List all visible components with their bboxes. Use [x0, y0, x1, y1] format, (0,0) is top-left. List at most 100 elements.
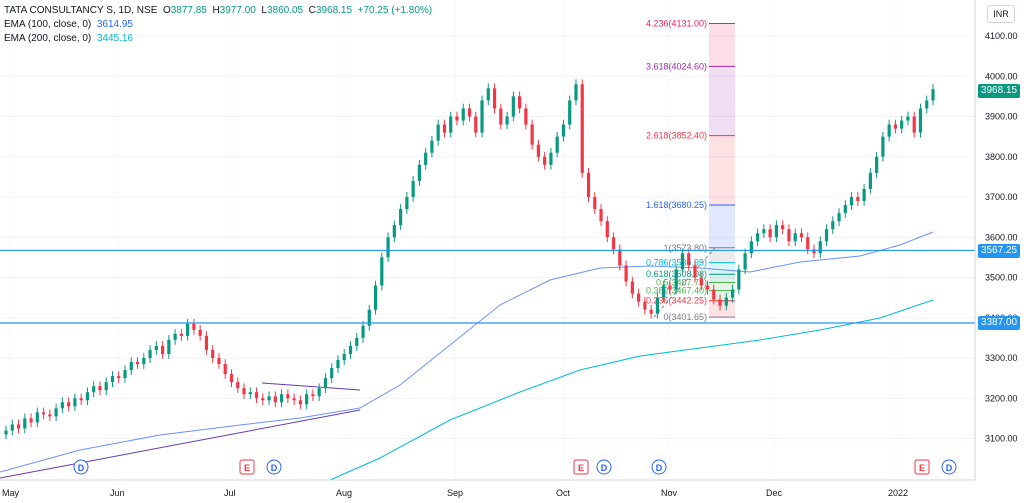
candle	[330, 363, 334, 383]
candle	[104, 377, 108, 396]
candle	[342, 349, 346, 365]
candle	[29, 413, 33, 428]
fib-level-label: 4.236(4131.00)	[646, 19, 707, 29]
svg-text:D: D	[271, 463, 278, 473]
candle	[449, 111, 453, 138]
fibonacci-extension[interactable]: 4.236(4131.00) 3.618(4024.60) 2.618(3852.4…	[646, 19, 735, 323]
fib-zone	[709, 282, 735, 291]
candle	[925, 95, 929, 114]
hline-upper-tag: 3567.25	[978, 244, 1020, 258]
fib-level-label: 0.5(3487.73)	[656, 277, 707, 287]
ema100-label: EMA (100, close, 0)	[4, 19, 92, 30]
fib-zone	[709, 23, 735, 67]
horizontal-lines[interactable]	[0, 249, 975, 324]
ema200-value: 3445.16	[96, 33, 133, 44]
earnings-marker-icon[interactable]: E	[914, 459, 930, 475]
dividend-marker-icon[interactable]: D	[941, 459, 957, 475]
candle	[79, 393, 83, 406]
open-label: O	[162, 5, 171, 16]
fib-zone	[709, 262, 735, 275]
fib-zone	[709, 247, 735, 263]
candle	[41, 407, 46, 420]
candle	[561, 119, 566, 142]
candle	[373, 280, 378, 315]
candle	[242, 383, 246, 400]
trendline-support[interactable]	[0, 409, 361, 479]
candle	[311, 389, 315, 402]
fib-level-label: 1.618(3680.25)	[646, 200, 707, 210]
low-value: 3860.05	[266, 5, 304, 16]
candle	[292, 393, 296, 406]
candle	[367, 304, 371, 331]
candle	[110, 371, 115, 387]
candle	[273, 391, 277, 408]
fib-level-label: 0(3401.65)	[663, 312, 707, 322]
candle	[480, 95, 484, 138]
price-tick-label: 4000.00	[985, 71, 1018, 81]
candle	[424, 147, 428, 170]
candle	[10, 419, 14, 436]
close-value: 3968.15	[315, 5, 353, 16]
candle	[286, 389, 290, 404]
candle	[743, 248, 747, 275]
candle	[737, 264, 741, 295]
dividend-marker-icon[interactable]: D	[266, 459, 282, 475]
grid	[0, 35, 975, 439]
candle	[618, 244, 622, 271]
candle	[680, 248, 685, 275]
candle	[67, 397, 71, 412]
symbol-row: TATA CONSULTANCY S, 1D, NSE O3877.85 H39…	[4, 4, 432, 18]
candle	[248, 387, 252, 400]
indicator-ema100[interactable]: EMA (100, close, 0) 3614.95	[4, 18, 432, 32]
candle	[605, 216, 609, 243]
symbol-name[interactable]: TATA CONSULTANCY S, 1D, NSE	[4, 5, 158, 16]
candle	[730, 284, 735, 303]
dividend-marker-icon[interactable]: D	[73, 459, 89, 475]
candle	[305, 389, 309, 410]
fib-zone	[709, 300, 735, 318]
candle	[92, 381, 96, 398]
dividend-marker-icon[interactable]: D	[596, 459, 612, 475]
candle	[4, 425, 8, 440]
candle	[229, 369, 234, 387]
price-tick-label: 3200.00	[985, 393, 1018, 403]
candle	[154, 341, 158, 355]
candle	[674, 264, 678, 295]
currency-button[interactable]: INR	[987, 5, 1015, 23]
svg-text:D: D	[78, 463, 85, 473]
candle	[160, 341, 165, 359]
price-tick-label: 4100.00	[985, 31, 1018, 41]
candle	[261, 393, 265, 406]
high-label: H	[212, 5, 220, 16]
candle	[843, 200, 847, 218]
candle	[724, 292, 728, 311]
candle	[254, 387, 259, 404]
candle	[167, 335, 171, 359]
low-label: L	[261, 5, 267, 16]
candle	[405, 192, 409, 214]
trendline-resistance[interactable]	[261, 382, 361, 391]
candle	[129, 357, 133, 375]
candle	[655, 292, 660, 319]
candle	[505, 111, 509, 130]
indicator-ema200[interactable]: EMA (200, close, 0) 3445.16	[4, 32, 432, 46]
fib-level-label: 0.786(3536.95)	[646, 258, 707, 268]
candle	[135, 357, 140, 369]
earnings-marker-icon[interactable]: E	[239, 459, 255, 475]
trendlines[interactable]	[0, 382, 361, 479]
price-tick-label: 3300.00	[985, 353, 1018, 363]
last-price-tag: 3968.15	[978, 84, 1020, 98]
candle	[117, 371, 121, 383]
candle	[192, 318, 196, 335]
candle	[198, 324, 202, 341]
dividend-marker-icon[interactable]: D	[651, 459, 667, 475]
ema200-label: EMA (200, close, 0)	[4, 33, 92, 44]
candle	[668, 280, 672, 295]
earnings-marker-icon[interactable]: E	[573, 459, 589, 475]
price-tick-label: 3500.00	[985, 273, 1018, 283]
hline-lower-tag: 3387.00	[978, 316, 1020, 330]
candle	[756, 228, 760, 247]
